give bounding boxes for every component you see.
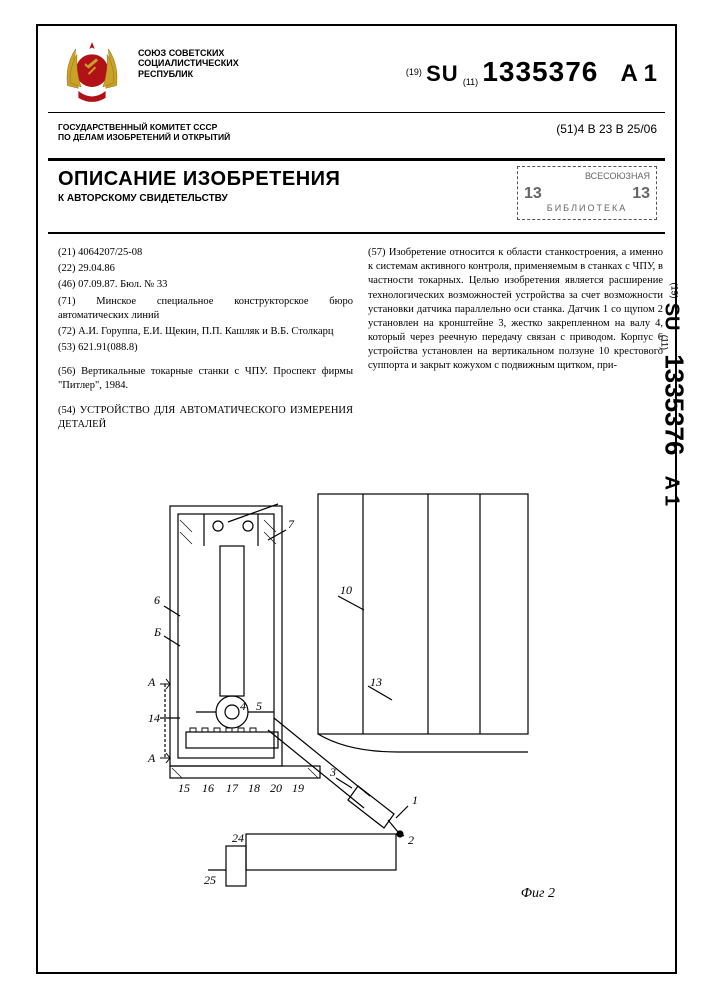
svg-text:13: 13 — [370, 675, 382, 689]
docnum-prefix: (19) — [406, 67, 422, 77]
committee-label: ГОСУДАРСТВЕННЫЙ КОМИТЕТ СССР ПО ДЕЛАМ ИЗ… — [58, 122, 230, 142]
stamp-line1: ВСЕСОЮЗНАЯ — [524, 171, 650, 181]
side-document-number: (19) SU (11) 1335376 A 1 — [658, 283, 689, 506]
docnum-number: 1335376 — [482, 56, 598, 87]
left-column: (21) 4064207/25-08 (22) 29.04.86 (46) 07… — [58, 246, 353, 434]
divider-1 — [48, 112, 665, 113]
svg-text:A: A — [147, 751, 156, 765]
title-sub: К АВТОРСКОМУ СВИДЕТЕЛЬСТВУ — [58, 193, 340, 204]
svg-text:18: 18 — [248, 781, 260, 795]
svg-text:15: 15 — [178, 781, 190, 795]
body-columns: (21) 4064207/25-08 (22) 29.04.86 (46) 07… — [58, 246, 663, 434]
right-column: (57) Изобретение относится к области ста… — [368, 246, 663, 376]
union-label: СОЮЗ СОВЕТСКИХ СОЦИАЛИСТИЧЕСКИХ РЕСПУБЛИ… — [138, 48, 278, 79]
field-53: (53) 621.91(088.8) — [58, 341, 353, 355]
svg-text:24: 24 — [232, 831, 244, 845]
side-suffix: A 1 — [660, 476, 682, 506]
docnum-su: SU — [426, 61, 459, 86]
field-72: (72) А.И. Горуппа, Е.И. Щекин, П.П. Кашл… — [58, 325, 353, 339]
title-main: ОПИСАНИЕ ИЗОБРЕТЕНИЯ — [58, 168, 340, 191]
side-sub: (11) — [659, 335, 669, 350]
stamp-line3: БИБЛИОТЕКА — [524, 203, 650, 213]
ussr-emblem — [58, 38, 126, 106]
field-71: (71) Минское специальное конструкторское… — [58, 295, 353, 323]
svg-text:2: 2 — [408, 833, 414, 847]
field-21: (21) 4064207/25-08 — [58, 246, 353, 260]
svg-text:17: 17 — [226, 781, 239, 795]
field-56: (56) Вертикальные токарные станки с ЧПУ.… — [58, 365, 353, 393]
svg-text:5: 5 — [256, 699, 262, 713]
svg-text:A: A — [147, 675, 156, 689]
stamp-num-right: 13 — [632, 185, 650, 203]
svg-text:20: 20 — [270, 781, 282, 795]
field-46: (46) 07.09.87. Бюл. № 33 — [58, 278, 353, 292]
abstract-57: (57) Изобретение относится к области ста… — [368, 246, 663, 374]
ipc-code: (51)4 B 23 B 25/06 — [556, 122, 657, 136]
title-block: ОПИСАНИЕ ИЗОБРЕТЕНИЯ К АВТОРСКОМУ СВИДЕТ… — [58, 168, 340, 204]
divider-2 — [48, 158, 665, 161]
svg-text:3: 3 — [329, 765, 336, 779]
figure-label: Фиг 2 — [521, 886, 555, 902]
svg-text:7: 7 — [288, 517, 295, 531]
technical-drawing: 7 6 Б A A 14 4 10 13 1 2 3 15 16 17 18 2… — [108, 486, 538, 906]
svg-text:19: 19 — [292, 781, 304, 795]
svg-text:16: 16 — [202, 781, 214, 795]
library-stamp: ВСЕСОЮЗНАЯ 13 13 БИБЛИОТЕКА — [517, 166, 657, 220]
svg-text:14: 14 — [148, 711, 160, 725]
docnum-sub: (11) — [463, 77, 478, 87]
field-22: (22) 29.04.86 — [58, 262, 353, 276]
document-number: (19) SU (11) 1335376 A 1 — [406, 56, 657, 88]
field-54: (54) УСТРОЙСТВО ДЛЯ АВТОМАТИЧЕСКОГО ИЗМЕ… — [58, 404, 353, 432]
page-frame: СОЮЗ СОВЕТСКИХ СОЦИАЛИСТИЧЕСКИХ РЕСПУБЛИ… — [36, 24, 677, 974]
svg-text:6: 6 — [154, 593, 160, 607]
svg-text:4: 4 — [240, 699, 246, 713]
side-prefix: (19) — [669, 283, 679, 299]
stamp-num-left: 13 — [524, 185, 542, 203]
svg-text:10: 10 — [340, 583, 352, 597]
docnum-suffix: A 1 — [621, 60, 657, 87]
side-number: 1335376 — [659, 354, 689, 455]
divider-3 — [48, 232, 665, 234]
svg-text:1: 1 — [412, 793, 418, 807]
side-su: SU — [660, 303, 682, 331]
svg-text:Б: Б — [153, 625, 161, 639]
svg-text:25: 25 — [204, 873, 216, 887]
